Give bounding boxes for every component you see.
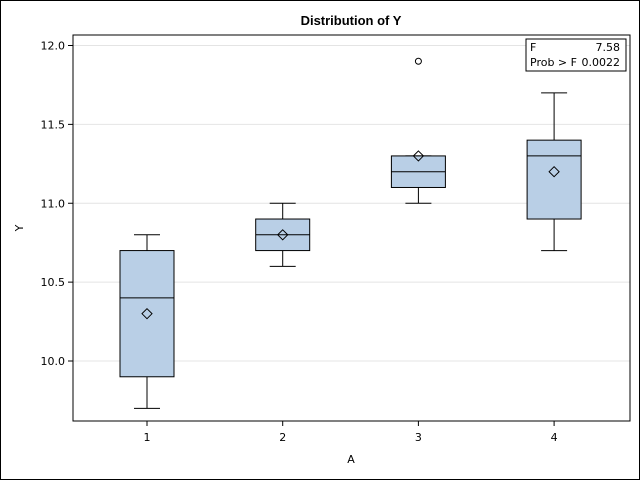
mean-marker (141, 307, 153, 320)
stats-f-value: 7.58 (596, 41, 621, 54)
mean-marker (276, 229, 289, 241)
mean-marker (412, 150, 425, 162)
y-tick-label: 10.0 (41, 355, 66, 368)
stats-prob-value: 0.0022 (582, 56, 621, 69)
chart-title: Distribution of Y (301, 13, 402, 28)
stats-prob-label: Prob > F (530, 56, 577, 69)
outlier-point (414, 57, 422, 65)
box-group-1 (119, 234, 175, 409)
stats-inset: F 7.58 Prob > F 0.0022 (525, 38, 627, 72)
iqr-box (119, 250, 175, 378)
y-tick-label: 12.0 (41, 40, 66, 53)
box-group-2 (255, 202, 311, 267)
x-axis-label: A (347, 453, 355, 466)
x-tick-label: 3 (415, 431, 422, 444)
x-tick-label: 1 (144, 431, 151, 444)
x-tick-label: 4 (551, 431, 558, 444)
boxes-layer (119, 57, 582, 409)
stats-inset-box (525, 38, 627, 72)
plot-area-border (72, 34, 631, 422)
box-group-4 (526, 92, 582, 252)
iqr-box (526, 139, 582, 220)
y-tick-label: 11.0 (41, 197, 66, 210)
y-axis: 10.0 10.5 11.0 11.5 12.0 (41, 40, 73, 368)
y-tick-label: 11.5 (41, 118, 66, 131)
x-tick-label: 2 (279, 431, 286, 444)
mean-marker (548, 165, 560, 178)
x-axis: 1 2 3 4 (144, 421, 558, 444)
stats-f-label: F (530, 41, 536, 54)
y-tick-label: 10.5 (41, 276, 66, 289)
y-axis-label: Y (13, 224, 26, 232)
box-group-3 (390, 57, 446, 204)
